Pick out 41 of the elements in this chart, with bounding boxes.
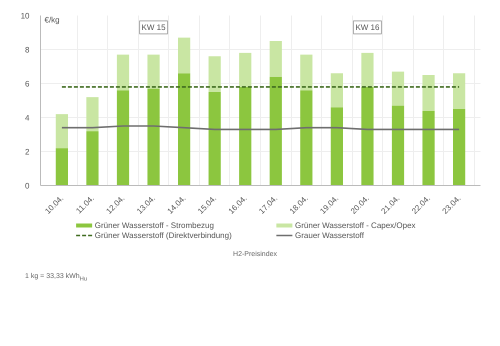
bar bbox=[86, 131, 99, 186]
bar bbox=[178, 38, 190, 74]
bar bbox=[270, 76, 282, 186]
bar bbox=[239, 86, 252, 186]
legend-label: Grüner Wasserstoff (Direktverbindung) bbox=[94, 231, 232, 240]
bar bbox=[361, 52, 374, 87]
bar bbox=[178, 73, 190, 186]
bar bbox=[208, 56, 221, 92]
legend-label: Grüner Wasserstoff - Strombezug bbox=[94, 221, 214, 230]
y-tick-label: 2 bbox=[25, 148, 30, 156]
bar bbox=[300, 90, 312, 186]
bar bbox=[116, 90, 130, 186]
bar bbox=[422, 75, 435, 111]
bar bbox=[422, 110, 435, 186]
bar bbox=[56, 148, 68, 186]
y-tick-label: 10 bbox=[20, 12, 30, 20]
bar bbox=[239, 52, 252, 87]
bar bbox=[300, 54, 312, 90]
annotation: KW 16 bbox=[355, 22, 380, 32]
bar bbox=[453, 73, 466, 109]
bar bbox=[330, 73, 343, 108]
bar bbox=[147, 88, 160, 186]
y-tick-label: 8 bbox=[25, 46, 30, 54]
bar bbox=[116, 54, 130, 90]
y-tick-label: 0 bbox=[25, 182, 30, 190]
y-tick-label: 6 bbox=[25, 80, 30, 88]
bar bbox=[453, 109, 466, 186]
bar bbox=[392, 72, 404, 106]
y-tick-label: 4 bbox=[25, 114, 30, 122]
bar bbox=[86, 97, 99, 132]
bar bbox=[56, 114, 68, 148]
legend-label: Grauer Wasserstoff bbox=[295, 231, 365, 240]
bar bbox=[330, 107, 343, 186]
bar bbox=[270, 41, 282, 77]
annotation: KW 15 bbox=[142, 22, 166, 32]
y-axis-title: €/kg bbox=[44, 16, 60, 24]
bar bbox=[208, 92, 221, 186]
bar bbox=[147, 54, 160, 89]
legend-label: Grüner Wasserstoff - Capex/Opex bbox=[295, 221, 416, 230]
bar bbox=[392, 106, 404, 186]
bar bbox=[361, 86, 374, 186]
